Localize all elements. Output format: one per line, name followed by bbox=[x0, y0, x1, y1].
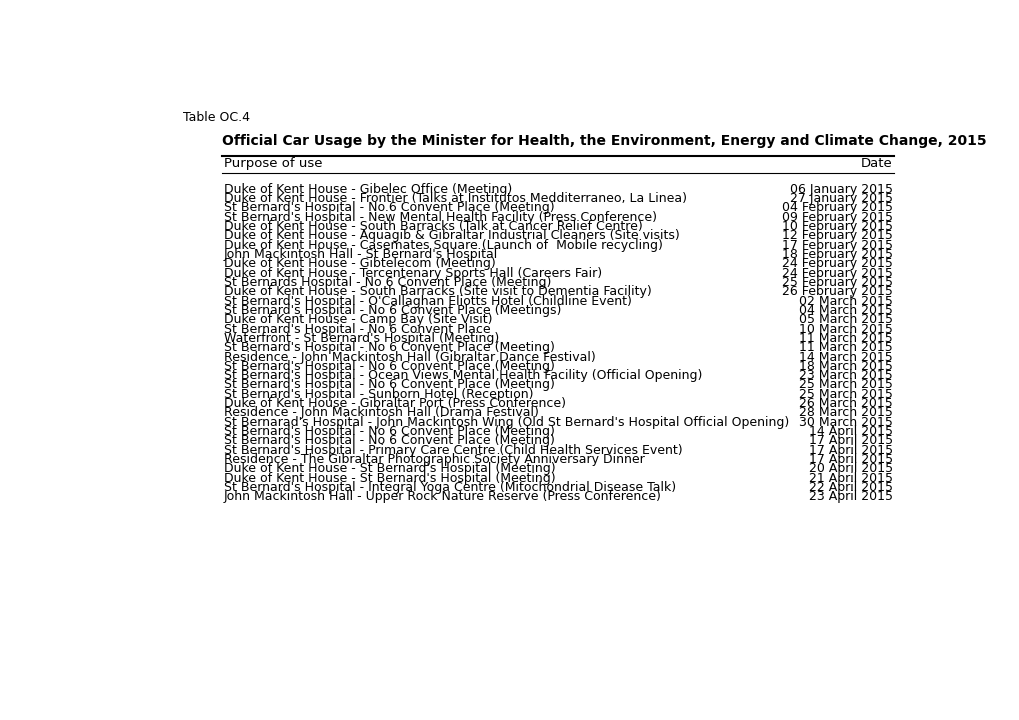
Text: Duke of Kent House - St Bernard's Hospital (Meeting): Duke of Kent House - St Bernard's Hospit… bbox=[224, 472, 555, 485]
Text: St Bernard's Hospital - No.6 Convent Place (Meeting): St Bernard's Hospital - No.6 Convent Pla… bbox=[224, 202, 554, 215]
Text: 17 February 2015: 17 February 2015 bbox=[781, 239, 892, 252]
Text: 06 January 2015: 06 January 2015 bbox=[789, 183, 892, 196]
Text: 24 February 2015: 24 February 2015 bbox=[781, 266, 892, 279]
Text: 23 March 2015: 23 March 2015 bbox=[798, 369, 892, 382]
Text: 17 April 2015: 17 April 2015 bbox=[808, 434, 892, 447]
Text: 09 February 2015: 09 February 2015 bbox=[781, 211, 892, 224]
Text: 11 March 2015: 11 March 2015 bbox=[798, 332, 892, 345]
Text: Duke of Kent House - Tercentenary Sports Hall (Careers Fair): Duke of Kent House - Tercentenary Sports… bbox=[224, 266, 601, 279]
Text: 12 February 2015: 12 February 2015 bbox=[781, 230, 892, 243]
Text: 21 April 2015: 21 April 2015 bbox=[808, 472, 892, 485]
Text: 14 March 2015: 14 March 2015 bbox=[798, 351, 892, 364]
Text: 05 March 2015: 05 March 2015 bbox=[798, 313, 892, 326]
Text: Residence - John Mackintosh Hall (Gibraltar Dance Festival): Residence - John Mackintosh Hall (Gibral… bbox=[224, 351, 595, 364]
Text: 10 February 2015: 10 February 2015 bbox=[781, 220, 892, 233]
Text: John Mackintosh Hall - Upper Rock Nature Reserve (Press Conference): John Mackintosh Hall - Upper Rock Nature… bbox=[224, 490, 661, 503]
Text: 10 March 2015: 10 March 2015 bbox=[798, 323, 892, 336]
Text: Duke of Kent House - South Barracks (Site visit to Dementia Facility): Duke of Kent House - South Barracks (Sit… bbox=[224, 285, 651, 298]
Text: Waterfront - St Bernard's Hospital (Meeting): Waterfront - St Bernard's Hospital (Meet… bbox=[224, 332, 498, 345]
Text: Residence - The Gibraltar Photographic Society Anniversary Dinner: Residence - The Gibraltar Photographic S… bbox=[224, 453, 644, 466]
Text: Date: Date bbox=[860, 158, 892, 171]
Text: 25 February 2015: 25 February 2015 bbox=[781, 276, 892, 289]
Text: Duke of Kent House - Casemates Square (Launch of  Mobile recycling): Duke of Kent House - Casemates Square (L… bbox=[224, 239, 662, 252]
Text: St Bernard's Hospital - Primary Care Centre (Child Health Services Event): St Bernard's Hospital - Primary Care Cen… bbox=[224, 444, 682, 456]
Text: St Bernarad's Hospital - John Mackintosh Wing (Old St Bernard's Hospital Officia: St Bernarad's Hospital - John Mackintosh… bbox=[224, 415, 789, 428]
Text: 26 March 2015: 26 March 2015 bbox=[798, 397, 892, 410]
Text: Duke of Kent House - Gibelec Office (Meeting): Duke of Kent House - Gibelec Office (Mee… bbox=[224, 183, 512, 196]
Text: 02 March 2015: 02 March 2015 bbox=[798, 294, 892, 307]
Text: St Bernard's Hospital - No 6 Convent Place (Meetings): St Bernard's Hospital - No 6 Convent Pla… bbox=[224, 304, 560, 317]
Text: Duke of Kent House - Gibtelecom (Meeting): Duke of Kent House - Gibtelecom (Meeting… bbox=[224, 257, 495, 271]
Text: St Bernard's Hospital - New Mental Health Facility (Press Conference): St Bernard's Hospital - New Mental Healt… bbox=[224, 211, 656, 224]
Text: Duke of Kent House - Aquagib & Gibraltar Industrial Cleaners (Site visits): Duke of Kent House - Aquagib & Gibraltar… bbox=[224, 230, 679, 243]
Text: 25 March 2015: 25 March 2015 bbox=[798, 388, 892, 401]
Text: 18 March 2015: 18 March 2015 bbox=[798, 360, 892, 373]
Text: Official Car Usage by the Minister for Health, the Environment, Energy and Clima: Official Car Usage by the Minister for H… bbox=[222, 133, 986, 148]
Text: St Bernards Hospital - No 6 Convent Place (Meeting): St Bernards Hospital - No 6 Convent Plac… bbox=[224, 276, 551, 289]
Text: St Bernard's Hospital - No 6 Convent Place: St Bernard's Hospital - No 6 Convent Pla… bbox=[224, 323, 490, 336]
Text: John Mackintosh Hall - St Bernard's Hospital: John Mackintosh Hall - St Bernard's Hosp… bbox=[224, 248, 497, 261]
Text: 28 March 2015: 28 March 2015 bbox=[798, 406, 892, 419]
Text: 23 April 2015: 23 April 2015 bbox=[808, 490, 892, 503]
Text: 14 April 2015: 14 April 2015 bbox=[808, 425, 892, 438]
Text: Duke of Kent House - South Barracks (Talk at Cancer Relief Centre): Duke of Kent House - South Barracks (Tal… bbox=[224, 220, 642, 233]
Text: Duke of Kent House - Camp Bay (Site Visit): Duke of Kent House - Camp Bay (Site Visi… bbox=[224, 313, 492, 326]
Text: 30 March 2015: 30 March 2015 bbox=[798, 415, 892, 428]
Text: St Bernard's Hospital - No 6 Convent Place (Meeting): St Bernard's Hospital - No 6 Convent Pla… bbox=[224, 360, 554, 373]
Text: 27 January 2015: 27 January 2015 bbox=[789, 192, 892, 205]
Text: 24 February 2015: 24 February 2015 bbox=[781, 257, 892, 271]
Text: St Bernard's Hospital - O'Callaghan Eliotts Hotel (Childline Event): St Bernard's Hospital - O'Callaghan Elio… bbox=[224, 294, 631, 307]
Text: Duke of Kent House - St Bernard's Hospital (Meeting): Duke of Kent House - St Bernard's Hospit… bbox=[224, 462, 555, 475]
Text: 17 April 2015: 17 April 2015 bbox=[808, 453, 892, 466]
Text: 25 March 2015: 25 March 2015 bbox=[798, 379, 892, 392]
Text: Residence - John Mackintosh Hall (Drama Festival): Residence - John Mackintosh Hall (Drama … bbox=[224, 406, 538, 419]
Text: St Bernard's Hospital - No 6 Convent Place (Meeting): St Bernard's Hospital - No 6 Convent Pla… bbox=[224, 425, 554, 438]
Text: 20 April 2015: 20 April 2015 bbox=[808, 462, 892, 475]
Text: 04 February 2015: 04 February 2015 bbox=[781, 202, 892, 215]
Text: 22 April 2015: 22 April 2015 bbox=[808, 481, 892, 494]
Text: Duke of Kent House - Gibraltar Port (Press Conference): Duke of Kent House - Gibraltar Port (Pre… bbox=[224, 397, 566, 410]
Text: 18 February 2015: 18 February 2015 bbox=[781, 248, 892, 261]
Text: 11 March 2015: 11 March 2015 bbox=[798, 341, 892, 354]
Text: Table OC.4: Table OC.4 bbox=[182, 112, 250, 125]
Text: St Bernard's Hospital - No 6 Convent Place (Meeting): St Bernard's Hospital - No 6 Convent Pla… bbox=[224, 434, 554, 447]
Text: St Bernard's Hospital - No 6 Convent Place (Meeting): St Bernard's Hospital - No 6 Convent Pla… bbox=[224, 341, 554, 354]
Text: 04 March 2015: 04 March 2015 bbox=[798, 304, 892, 317]
Text: Purpose of use: Purpose of use bbox=[224, 158, 322, 171]
Text: Duke of Kent House - Frontier (Talks at Institutos Medditerraneo, La Linea): Duke of Kent House - Frontier (Talks at … bbox=[224, 192, 686, 205]
Text: 26 February 2015: 26 February 2015 bbox=[781, 285, 892, 298]
Text: St Bernard's Hospital - Ocean Views Mental Health Facility (Official Opening): St Bernard's Hospital - Ocean Views Ment… bbox=[224, 369, 702, 382]
Text: St Bernard's Hospital - Sunborn Hotel (Reception): St Bernard's Hospital - Sunborn Hotel (R… bbox=[224, 388, 533, 401]
Text: St Bernard's Hospital - Integral Yoga Centre (Mitochondrial Disease Talk): St Bernard's Hospital - Integral Yoga Ce… bbox=[224, 481, 676, 494]
Text: St Bernard's Hospital - No 6 Convent Place (Meeting): St Bernard's Hospital - No 6 Convent Pla… bbox=[224, 379, 554, 392]
Text: 17 April 2015: 17 April 2015 bbox=[808, 444, 892, 456]
